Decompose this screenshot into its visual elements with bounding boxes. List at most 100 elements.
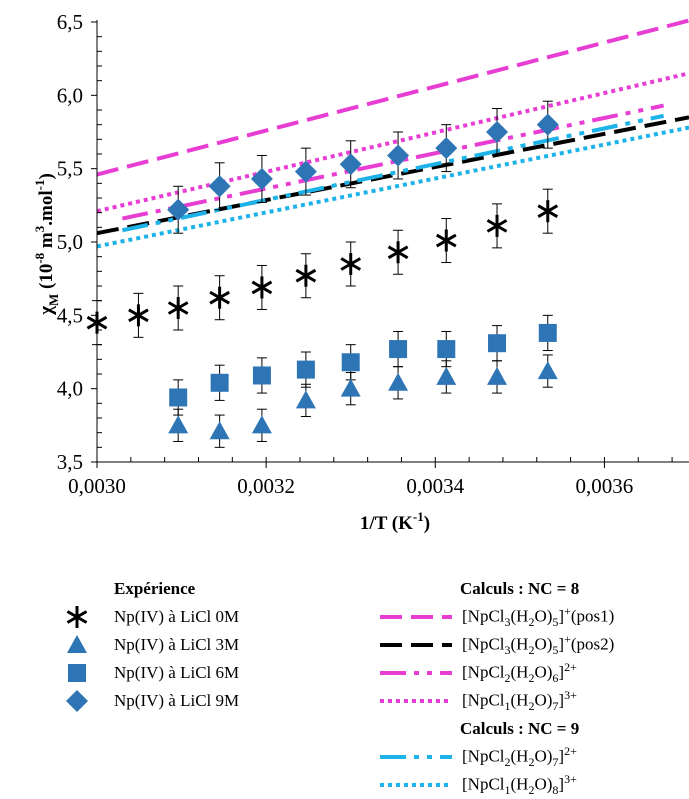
point-asterisk-stroke: [435, 233, 457, 248]
legend-label-part: 2: [504, 755, 511, 770]
legend-label-part: ]: [558, 634, 565, 654]
y-tick-label: 3,5: [57, 450, 83, 474]
legend-swatch: [66, 606, 88, 628]
legend-item-experiment: Np(IV) à LiCl 0M: [48, 603, 239, 631]
legend-label-part: [NpCl: [462, 662, 505, 682]
legend-swatch: [66, 690, 88, 712]
calc-line-0-0: [96, 18, 689, 177]
legend-label-part: 2: [504, 671, 511, 686]
legend-calc-heading: Calculs : NC = 9: [460, 719, 580, 738]
legend-label: [NpCl3(H2O)5]+(pos1): [462, 604, 614, 630]
legend-label-part: (H: [510, 662, 529, 682]
legend-label-part: [NpCl: [462, 690, 505, 710]
legend-label-part: O): [534, 774, 553, 794]
legend-label-part: 7: [552, 755, 559, 770]
x-tick-label: 0,0030: [68, 474, 126, 498]
legend-label-part: 2: [528, 699, 535, 714]
point-triangle: [388, 372, 409, 391]
point-square: [488, 334, 507, 353]
calc-line-0-2: [121, 103, 665, 221]
point-square: [538, 323, 557, 342]
point-asterisk: [387, 241, 409, 264]
point-asterisk: [167, 297, 189, 319]
calc-line-0-3: [96, 71, 689, 214]
legend-label-part: 1: [504, 699, 511, 714]
ticks: 3,5 4,0 4,5 5,0 5,5 6,0 6,5 0,0030 0,0032 0,0034 0…: [57, 10, 673, 498]
point-asterisk-stroke: [537, 204, 559, 219]
point-asterisk-stroke: [167, 301, 189, 315]
legend-marker-triangle: [67, 635, 87, 653]
point-asterisk-stroke: [209, 290, 230, 305]
legend-item-experiment: Np(IV) à LiCl 3M: [48, 631, 239, 659]
point-triangle: [340, 378, 361, 397]
y-axis-title: χM (10-8 m3.mol-1): [32, 173, 61, 316]
point-triangle: [168, 415, 189, 434]
legend-label-part: 1: [504, 783, 511, 798]
x-tick-label: 0,0032: [237, 474, 295, 498]
markers: [86, 113, 559, 440]
legend-label-part: ]: [558, 774, 565, 794]
legend-item-calc: [NpCl3(H2O)5]+(pos2): [378, 631, 614, 659]
legend-marker-diamond: [66, 690, 88, 712]
legend-label-part: (H: [510, 774, 529, 794]
legend-calc-heading: Calculs : NC = 8: [460, 579, 580, 598]
point-diamond: [536, 113, 559, 136]
point-asterisk-stroke: [128, 308, 149, 323]
x-tick-label: 0,0036: [576, 474, 634, 498]
point-asterisk: [251, 276, 273, 299]
legend-label: [NpCl2(H2O)6]2+: [462, 660, 577, 686]
chart: 3,5 4,0 4,5 5,0 5,5 6,0 6,5 0,0030 0,0032 0,0034 0…: [32, 10, 689, 534]
legend-label: [NpCl3(H2O)5]+(pos2): [462, 632, 614, 658]
legend-label: Np(IV) à LiCl 6M: [114, 663, 240, 682]
legend-label-part: 2: [528, 671, 535, 686]
point-asterisk: [435, 229, 457, 252]
y-tick-label: 4,5: [57, 303, 83, 327]
point-diamond: [387, 144, 410, 167]
point-asterisk: [209, 286, 230, 309]
point-asterisk: [128, 304, 149, 327]
legend-swatch: [380, 671, 452, 675]
point-diamond: [208, 175, 231, 198]
legend-label-part: 3+: [564, 771, 577, 786]
legend-label-part: 6: [552, 671, 559, 686]
legend-label-part: 3: [504, 615, 511, 630]
legend-label-part: ]: [558, 606, 565, 626]
point-square: [389, 340, 408, 359]
point-triangle: [209, 421, 230, 440]
legend-label-part: ]: [558, 690, 565, 710]
legend-label-part: (H: [510, 746, 529, 766]
point-asterisk-stroke: [251, 280, 273, 295]
point-asterisk-stroke: [486, 219, 508, 233]
legend-swatch: [380, 699, 452, 703]
calc-line-1-1: [96, 125, 689, 249]
legend-label-part: [NpCl: [462, 774, 505, 794]
legend-item-calc: [NpCl2(H2O)6]2+: [378, 659, 614, 687]
legend-label-part: 2: [528, 755, 535, 770]
legend-label-part: 5: [552, 643, 559, 658]
legend-swatch: [380, 755, 452, 759]
point-triangle: [487, 366, 508, 385]
legend-label-part: +: [564, 631, 571, 646]
point-square: [341, 353, 360, 372]
legend-label-part: 3+: [564, 687, 577, 702]
point-asterisk: [295, 264, 317, 287]
point-square: [252, 366, 271, 385]
legend-swatch: [67, 635, 87, 653]
legend-item-calc: [NpCl2(H2O)7]2+: [378, 743, 614, 771]
point-asterisk: [340, 253, 362, 275]
point-asterisk: [86, 311, 108, 334]
legend-label-part: 8: [552, 783, 559, 798]
y-tick-label: 5,5: [57, 157, 83, 181]
legend-label-part: (H: [510, 690, 529, 710]
legend-label-part: O): [534, 606, 553, 626]
legend-label-part: O): [534, 690, 553, 710]
point-asterisk-stroke: [86, 315, 108, 330]
legend-swatch: [380, 783, 452, 787]
legend-label-part: (pos1): [570, 606, 615, 626]
y-tick-label: 4,0: [57, 377, 83, 401]
point-diamond: [435, 137, 458, 160]
legend-item-experiment: Np(IV) à LiCl 9M: [48, 687, 239, 715]
legend-label: Np(IV) à LiCl 9M: [114, 691, 240, 710]
legend-label-part: [NpCl: [462, 746, 505, 766]
point-square: [210, 373, 229, 392]
